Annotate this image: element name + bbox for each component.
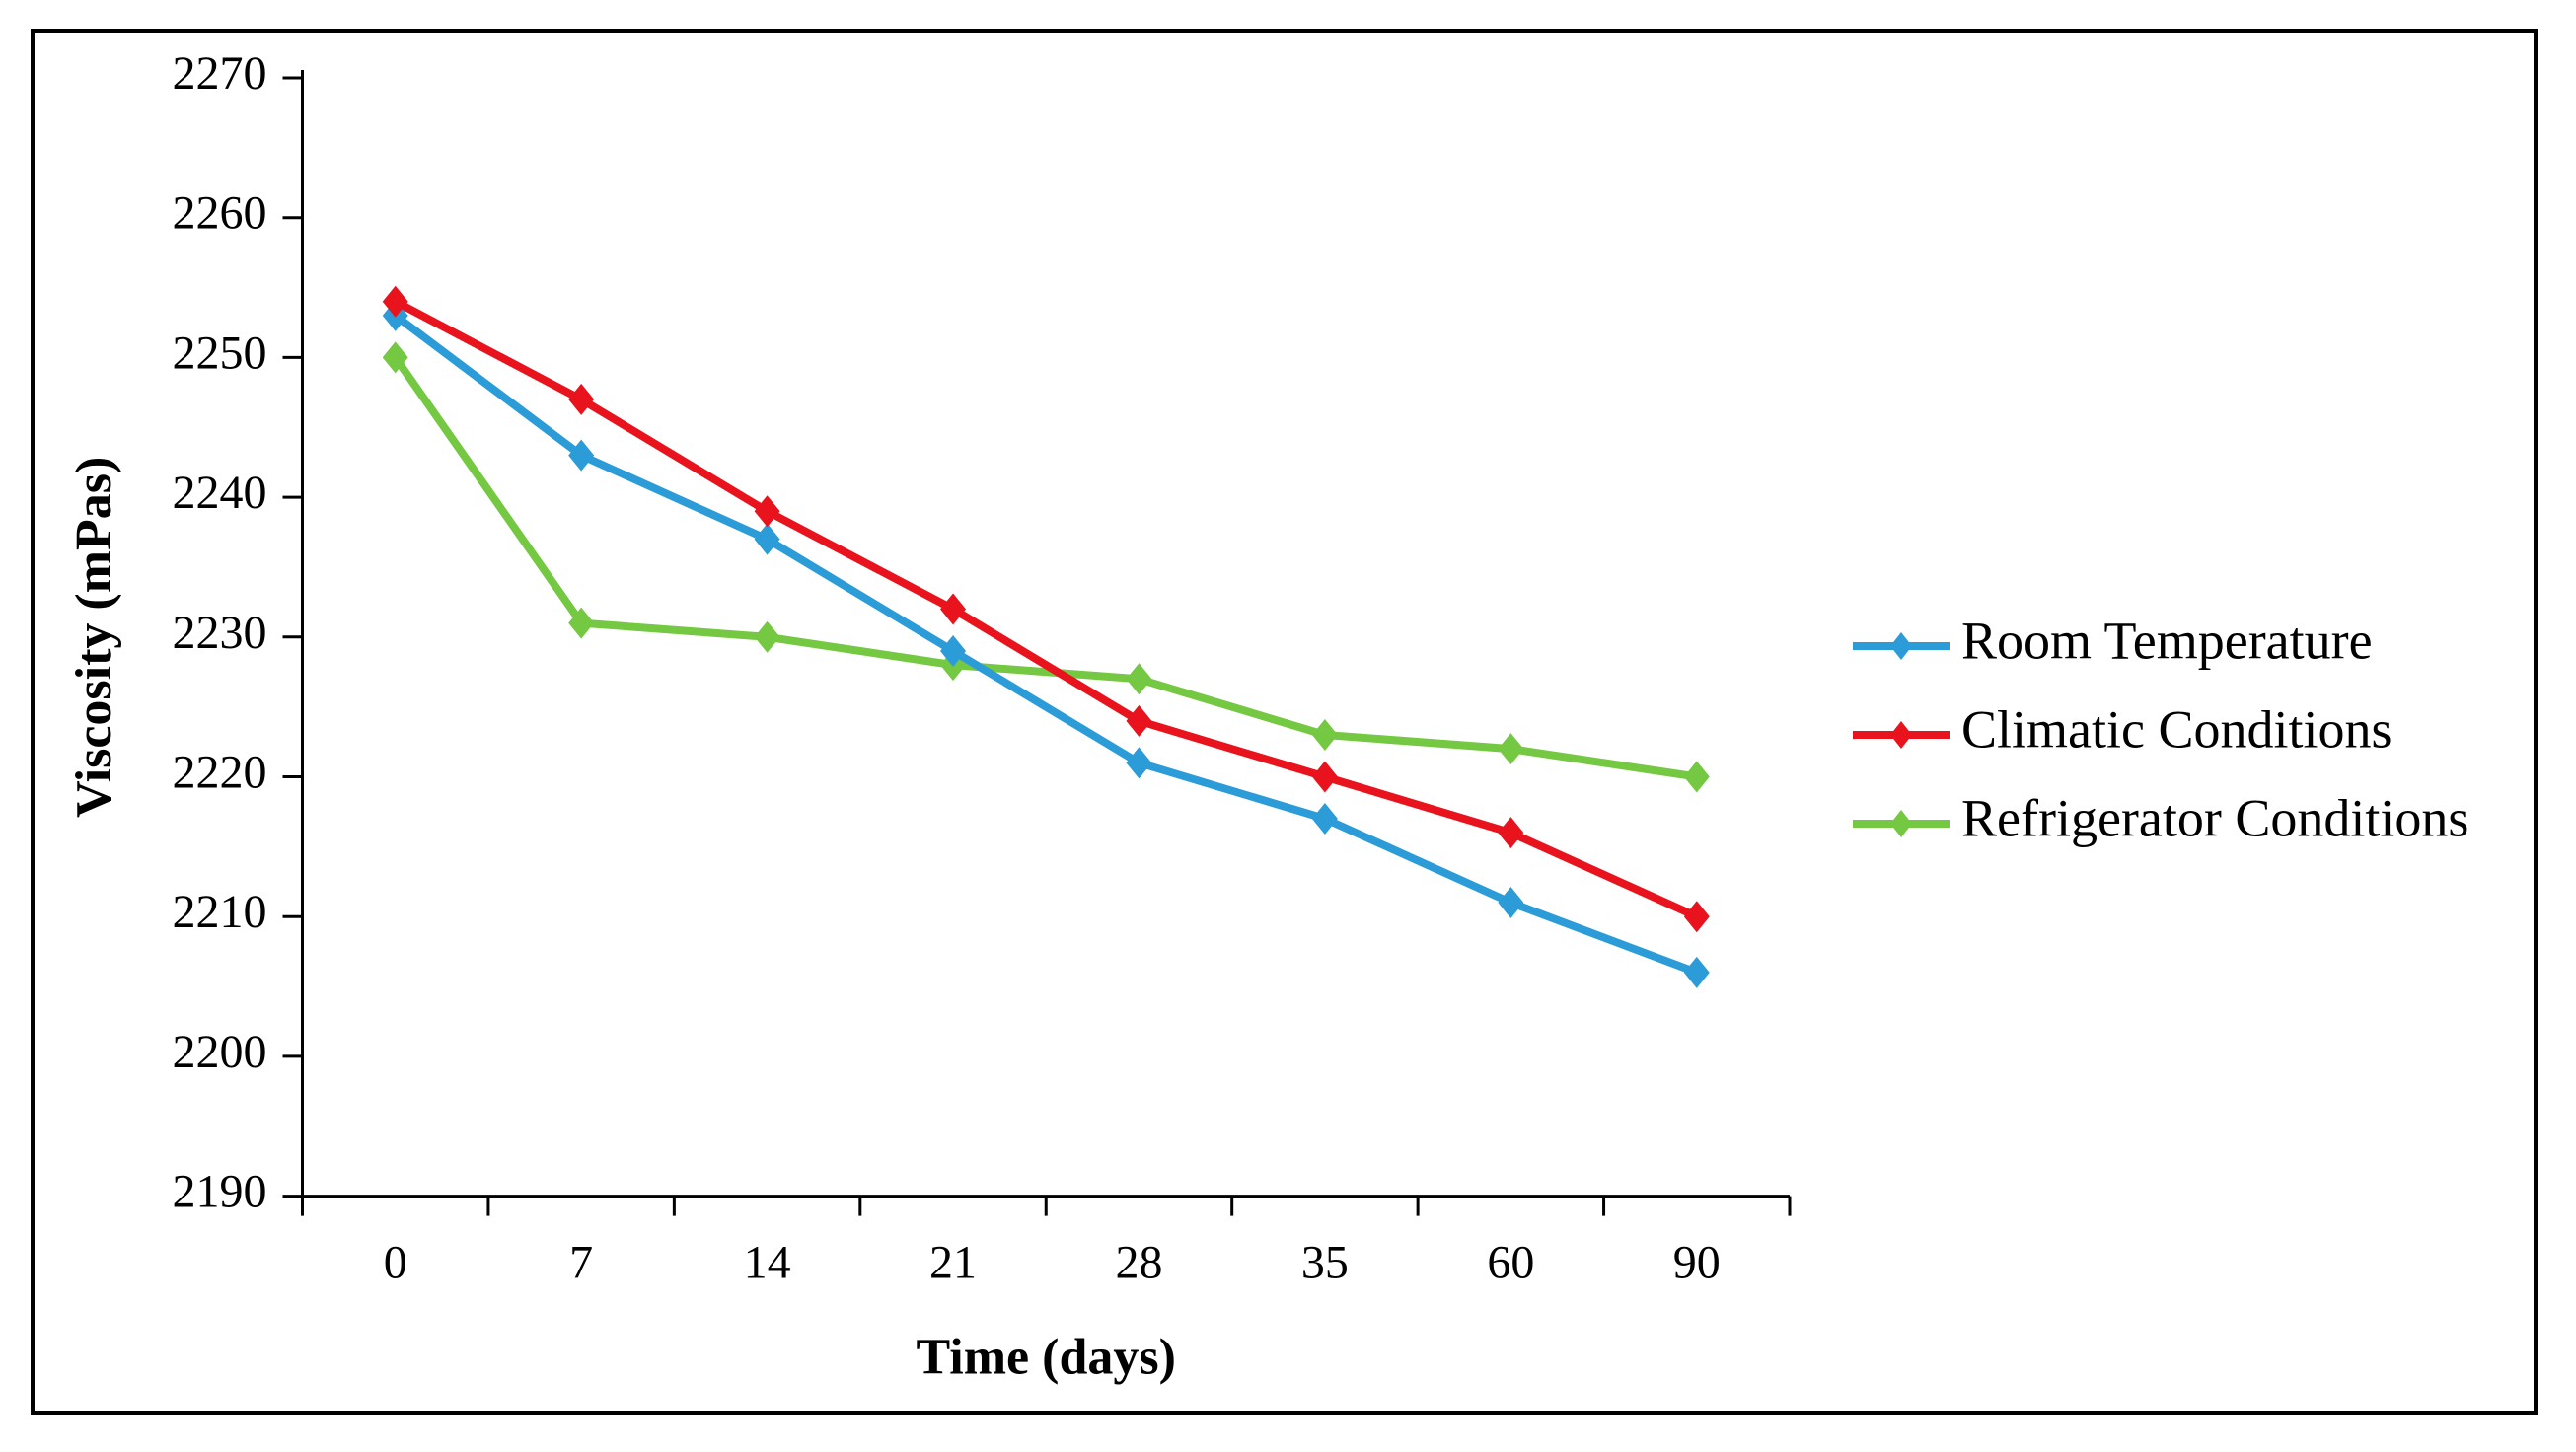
y-tick-label: 2230: [173, 607, 267, 659]
y-tick-label: 2210: [173, 886, 267, 938]
series-marker-climatic-conditions: [1311, 761, 1338, 793]
series-marker-refrigerator-conditions: [568, 607, 595, 639]
x-tick-label: 28: [1115, 1237, 1162, 1289]
legend-label: Climatic Conditions: [1961, 699, 2392, 759]
series-marker-climatic-conditions: [1683, 901, 1710, 933]
x-axis-title: Time (days): [917, 1330, 1176, 1386]
series-marker-refrigerator-conditions: [754, 620, 780, 653]
series-marker-room-temperature: [1498, 887, 1524, 919]
series-line-refrigerator-conditions: [391, 353, 1701, 781]
series-marker-climatic-conditions: [1498, 817, 1524, 849]
series-line-climatic-conditions: [391, 297, 1701, 921]
legend-label: Room Temperature: [1961, 611, 2373, 670]
series-marker-climatic-conditions: [568, 383, 595, 415]
x-tick-label: 21: [929, 1237, 977, 1289]
series-marker-climatic-conditions: [1126, 704, 1152, 737]
series-marker-room-temperature: [568, 439, 595, 472]
series-marker-climatic-conditions: [940, 593, 967, 625]
series-marker-refrigerator-conditions: [1683, 761, 1710, 793]
y-tick-label: 2270: [173, 47, 267, 100]
series-marker-climatic-conditions: [382, 285, 408, 318]
series-marker-room-temperature: [1683, 956, 1710, 988]
legend-marker: [1890, 810, 1912, 837]
y-tick-label: 2250: [173, 327, 267, 379]
y-tick-label: 2190: [173, 1166, 267, 1218]
series-marker-room-temperature: [754, 523, 780, 555]
y-tick-label: 2240: [173, 467, 267, 519]
legend-marker: [1890, 632, 1912, 660]
legend-marker: [1890, 721, 1912, 749]
x-tick-label: 35: [1301, 1237, 1349, 1289]
series-marker-climatic-conditions: [754, 495, 780, 528]
x-tick-label: 90: [1673, 1237, 1721, 1289]
series-line-room-temperature: [391, 311, 1701, 977]
y-axis-title: Viscosity (mPas): [66, 457, 122, 818]
series-marker-refrigerator-conditions: [1498, 733, 1524, 765]
y-tick-label: 2200: [173, 1026, 267, 1078]
y-tick-label: 2220: [173, 747, 267, 799]
x-tick-label: 14: [744, 1237, 791, 1289]
series-marker-room-temperature: [940, 634, 967, 667]
series-marker-refrigerator-conditions: [382, 341, 408, 374]
x-tick-label: 0: [384, 1237, 407, 1289]
series-marker-room-temperature: [1126, 747, 1152, 779]
x-tick-label: 7: [569, 1237, 593, 1289]
y-tick-label: 2260: [173, 187, 267, 240]
legend-label: Refrigerator Conditions: [1961, 788, 2468, 847]
series-marker-room-temperature: [1311, 803, 1338, 835]
series-marker-refrigerator-conditions: [1126, 663, 1152, 695]
x-tick-label: 60: [1487, 1237, 1534, 1289]
series-marker-refrigerator-conditions: [1311, 718, 1338, 751]
